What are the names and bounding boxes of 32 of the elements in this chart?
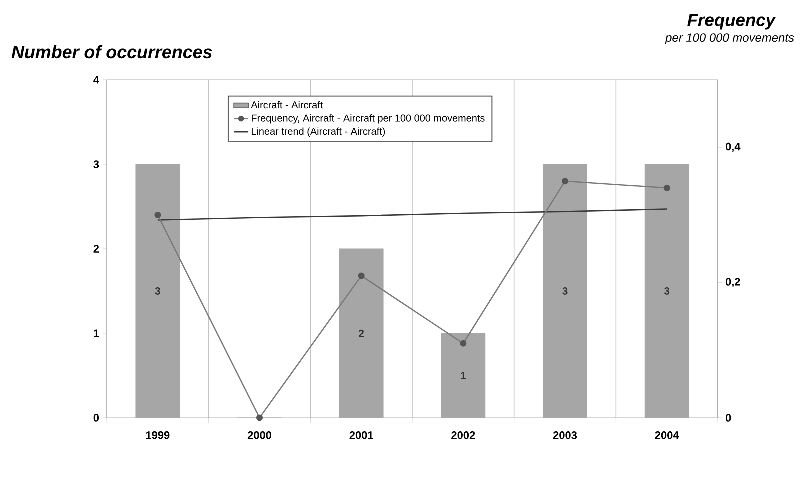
y-tick-label: 2 [94, 245, 100, 253]
legend-label: Frequency, Aircraft - Aircraft per 100 000 movements [252, 114, 485, 124]
data-label: 3 [155, 288, 160, 295]
data-label: 3 [664, 288, 670, 295]
data-label: 3 [562, 288, 568, 295]
x-tick-label: 2004 [655, 432, 680, 440]
x-tick-label: 2002 [452, 432, 476, 440]
y2-tick-label: 0,2 [726, 278, 740, 288]
legend-label: Linear trend (Aircraft - Aircraft) [252, 128, 386, 138]
y-tick-label: 3 [94, 160, 100, 168]
point [154, 212, 162, 218]
y2-axis-title: Frequency [688, 14, 776, 30]
y-axis-title: Number of occurrences [12, 45, 212, 59]
x-tick-label: 2003 [553, 432, 578, 440]
x-tick-label: 2001 [350, 432, 374, 440]
line-series [157, 208, 668, 221]
y-tick-label: 4 [94, 76, 100, 84]
data-label: 1 [461, 372, 466, 380]
point [256, 414, 263, 422]
point [358, 272, 365, 280]
y-tick-label: 1 [94, 330, 100, 338]
x-tick-label: 2000 [248, 432, 272, 440]
point [460, 340, 467, 347]
text: per 100 000 movements [665, 34, 794, 44]
data-label: 2 [359, 330, 364, 338]
point [562, 178, 568, 185]
point [664, 184, 670, 192]
y2-tick-label: 0,4 [726, 142, 741, 152]
y2-tick-label: 0 [726, 414, 732, 422]
y-tick-label: 0 [94, 414, 100, 422]
legend-label: Aircraft - Aircraft [251, 101, 324, 109]
x-tick-label: 1999 [146, 432, 170, 440]
